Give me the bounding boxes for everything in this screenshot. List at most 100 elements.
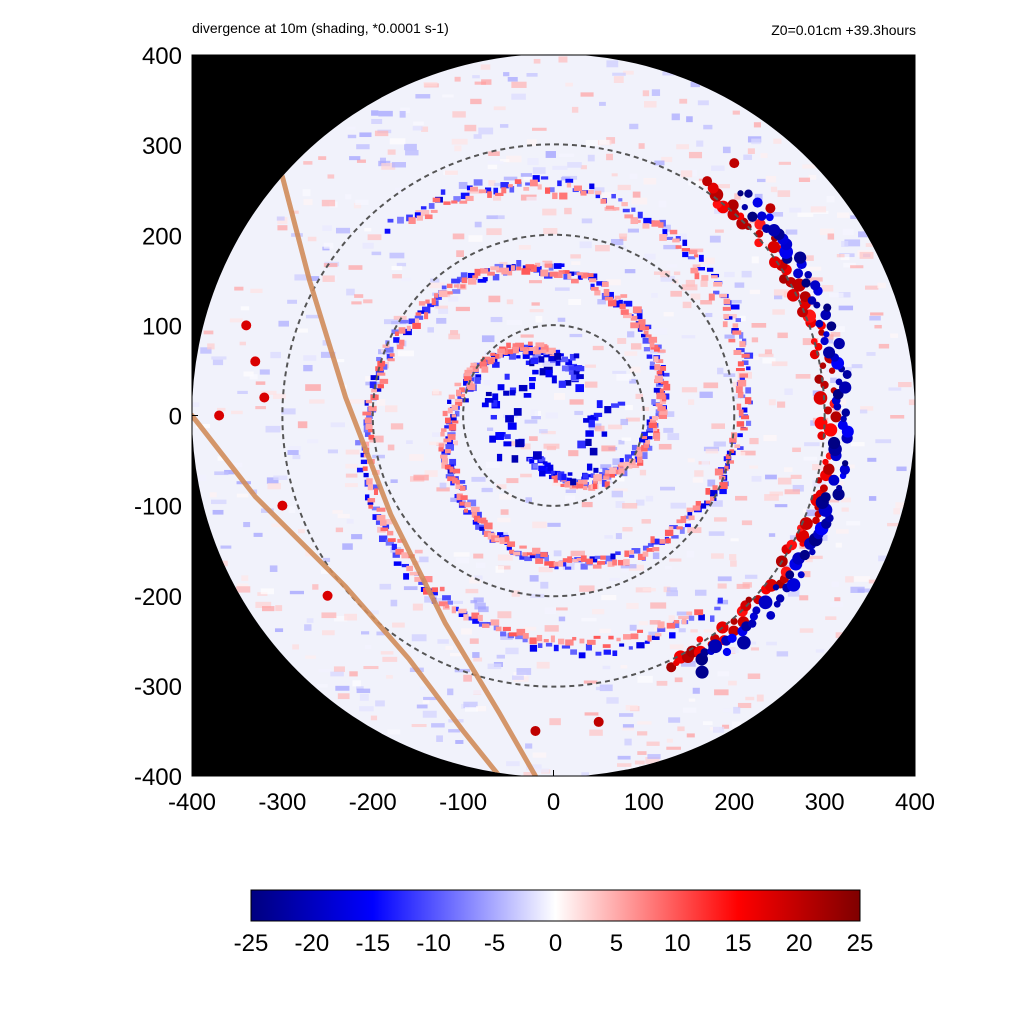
- background-cell: [751, 475, 762, 482]
- band-cell: [813, 391, 828, 405]
- spiral-cell: [441, 462, 447, 469]
- background-cell: [496, 484, 507, 489]
- background-cell: [649, 620, 661, 625]
- background-cell: [821, 284, 834, 292]
- background-cell: [497, 517, 511, 523]
- spiral-cell: [376, 514, 386, 521]
- spiral-cell: [630, 315, 638, 321]
- spiral-cell: [479, 526, 485, 531]
- spiral-cell: [500, 631, 507, 637]
- background-cell: [476, 562, 486, 569]
- background-cell: [370, 715, 378, 721]
- spiral-cell: [444, 449, 452, 454]
- background-cell: [663, 312, 674, 317]
- background-cell: [568, 450, 579, 457]
- spiral-cell: [698, 614, 705, 621]
- x-tick-label: 100: [624, 789, 664, 816]
- background-cell: [841, 240, 849, 247]
- band-cell: [767, 224, 781, 237]
- spiral-cell: [471, 511, 478, 518]
- spiral-cell: [658, 412, 668, 419]
- spiral-cell: [649, 418, 657, 423]
- spiral-cell: [565, 639, 574, 646]
- background-cell: [535, 315, 543, 323]
- background-cell: [580, 92, 594, 97]
- spiral-cell: [711, 275, 718, 279]
- band-cell: [728, 625, 740, 637]
- spiral-cell: [563, 273, 572, 280]
- spiral-cell: [617, 559, 627, 566]
- spiral-cell: [609, 470, 616, 478]
- background-cell: [681, 335, 696, 339]
- spiral-cell: [460, 495, 468, 500]
- background-cell: [353, 202, 362, 209]
- background-cell: [452, 233, 465, 240]
- background-cell: [211, 356, 227, 360]
- background-cell: [703, 124, 713, 130]
- spiral-cell: [645, 440, 651, 445]
- background-cell: [506, 299, 514, 305]
- spiral-cell: [675, 245, 682, 249]
- spiral-cell: [508, 632, 518, 637]
- background-cell: [723, 373, 736, 377]
- spiral-cell: [451, 414, 457, 418]
- eyewall-cell: [611, 403, 620, 408]
- background-cell: [669, 644, 684, 650]
- background-cell: [545, 151, 556, 158]
- spiral-cell: [443, 438, 452, 443]
- y-tick-label: -300: [134, 674, 182, 701]
- background-cell: [615, 533, 622, 540]
- background-cell: [751, 138, 761, 145]
- background-cell: [447, 688, 454, 696]
- eyewall-cell: [489, 435, 496, 443]
- eyewall-cell: [575, 384, 585, 393]
- spiral-cell: [467, 499, 477, 507]
- spiral-cell: [447, 600, 453, 605]
- spiral-cell: [529, 458, 535, 464]
- band-cell: [840, 415, 847, 423]
- spiral-cell: [653, 356, 659, 363]
- background-cell: [619, 713, 634, 717]
- background-cell: [839, 366, 852, 372]
- background-cell: [415, 209, 430, 217]
- background-cell: [390, 479, 398, 484]
- background-cell: [333, 666, 345, 672]
- spiral-cell: [681, 618, 687, 625]
- spiral-cell: [465, 195, 474, 202]
- background-cell: [611, 173, 618, 177]
- background-cell: [525, 497, 532, 503]
- spiral-cell: [555, 360, 561, 366]
- background-cell: [686, 116, 693, 123]
- spiral-cell: [468, 381, 474, 386]
- background-cell: [303, 355, 317, 361]
- spiral-cell: [478, 189, 487, 194]
- background-cell: [337, 359, 345, 363]
- eyewall-cell: [548, 356, 557, 362]
- spiral-cell: [612, 207, 620, 211]
- background-cell: [553, 550, 562, 557]
- spiral-cell: [637, 211, 643, 219]
- spiral-cell: [451, 200, 458, 204]
- spiral-cell: [499, 346, 506, 351]
- background-cell: [348, 265, 363, 270]
- background-cell: [387, 149, 396, 155]
- spiral-cell: [401, 552, 409, 559]
- y-tick-label: -400: [134, 764, 182, 791]
- background-cell: [209, 492, 217, 498]
- spiral-cell: [615, 469, 620, 475]
- spiral-cell: [601, 480, 607, 487]
- background-cell: [294, 274, 311, 281]
- spiral-cell: [566, 182, 572, 188]
- spiral-cell: [497, 532, 504, 539]
- spiral-cell: [529, 553, 538, 559]
- background-cell: [594, 425, 605, 432]
- colorbar-tick-label: 10: [664, 930, 691, 957]
- background-cell: [511, 590, 520, 597]
- background-cell: [401, 277, 412, 282]
- background-cell: [385, 518, 393, 525]
- background-cell: [374, 130, 389, 137]
- background-cell: [612, 458, 624, 466]
- spiral-cell: [708, 293, 715, 301]
- spiral-cell: [533, 463, 538, 469]
- background-cell: [692, 687, 700, 694]
